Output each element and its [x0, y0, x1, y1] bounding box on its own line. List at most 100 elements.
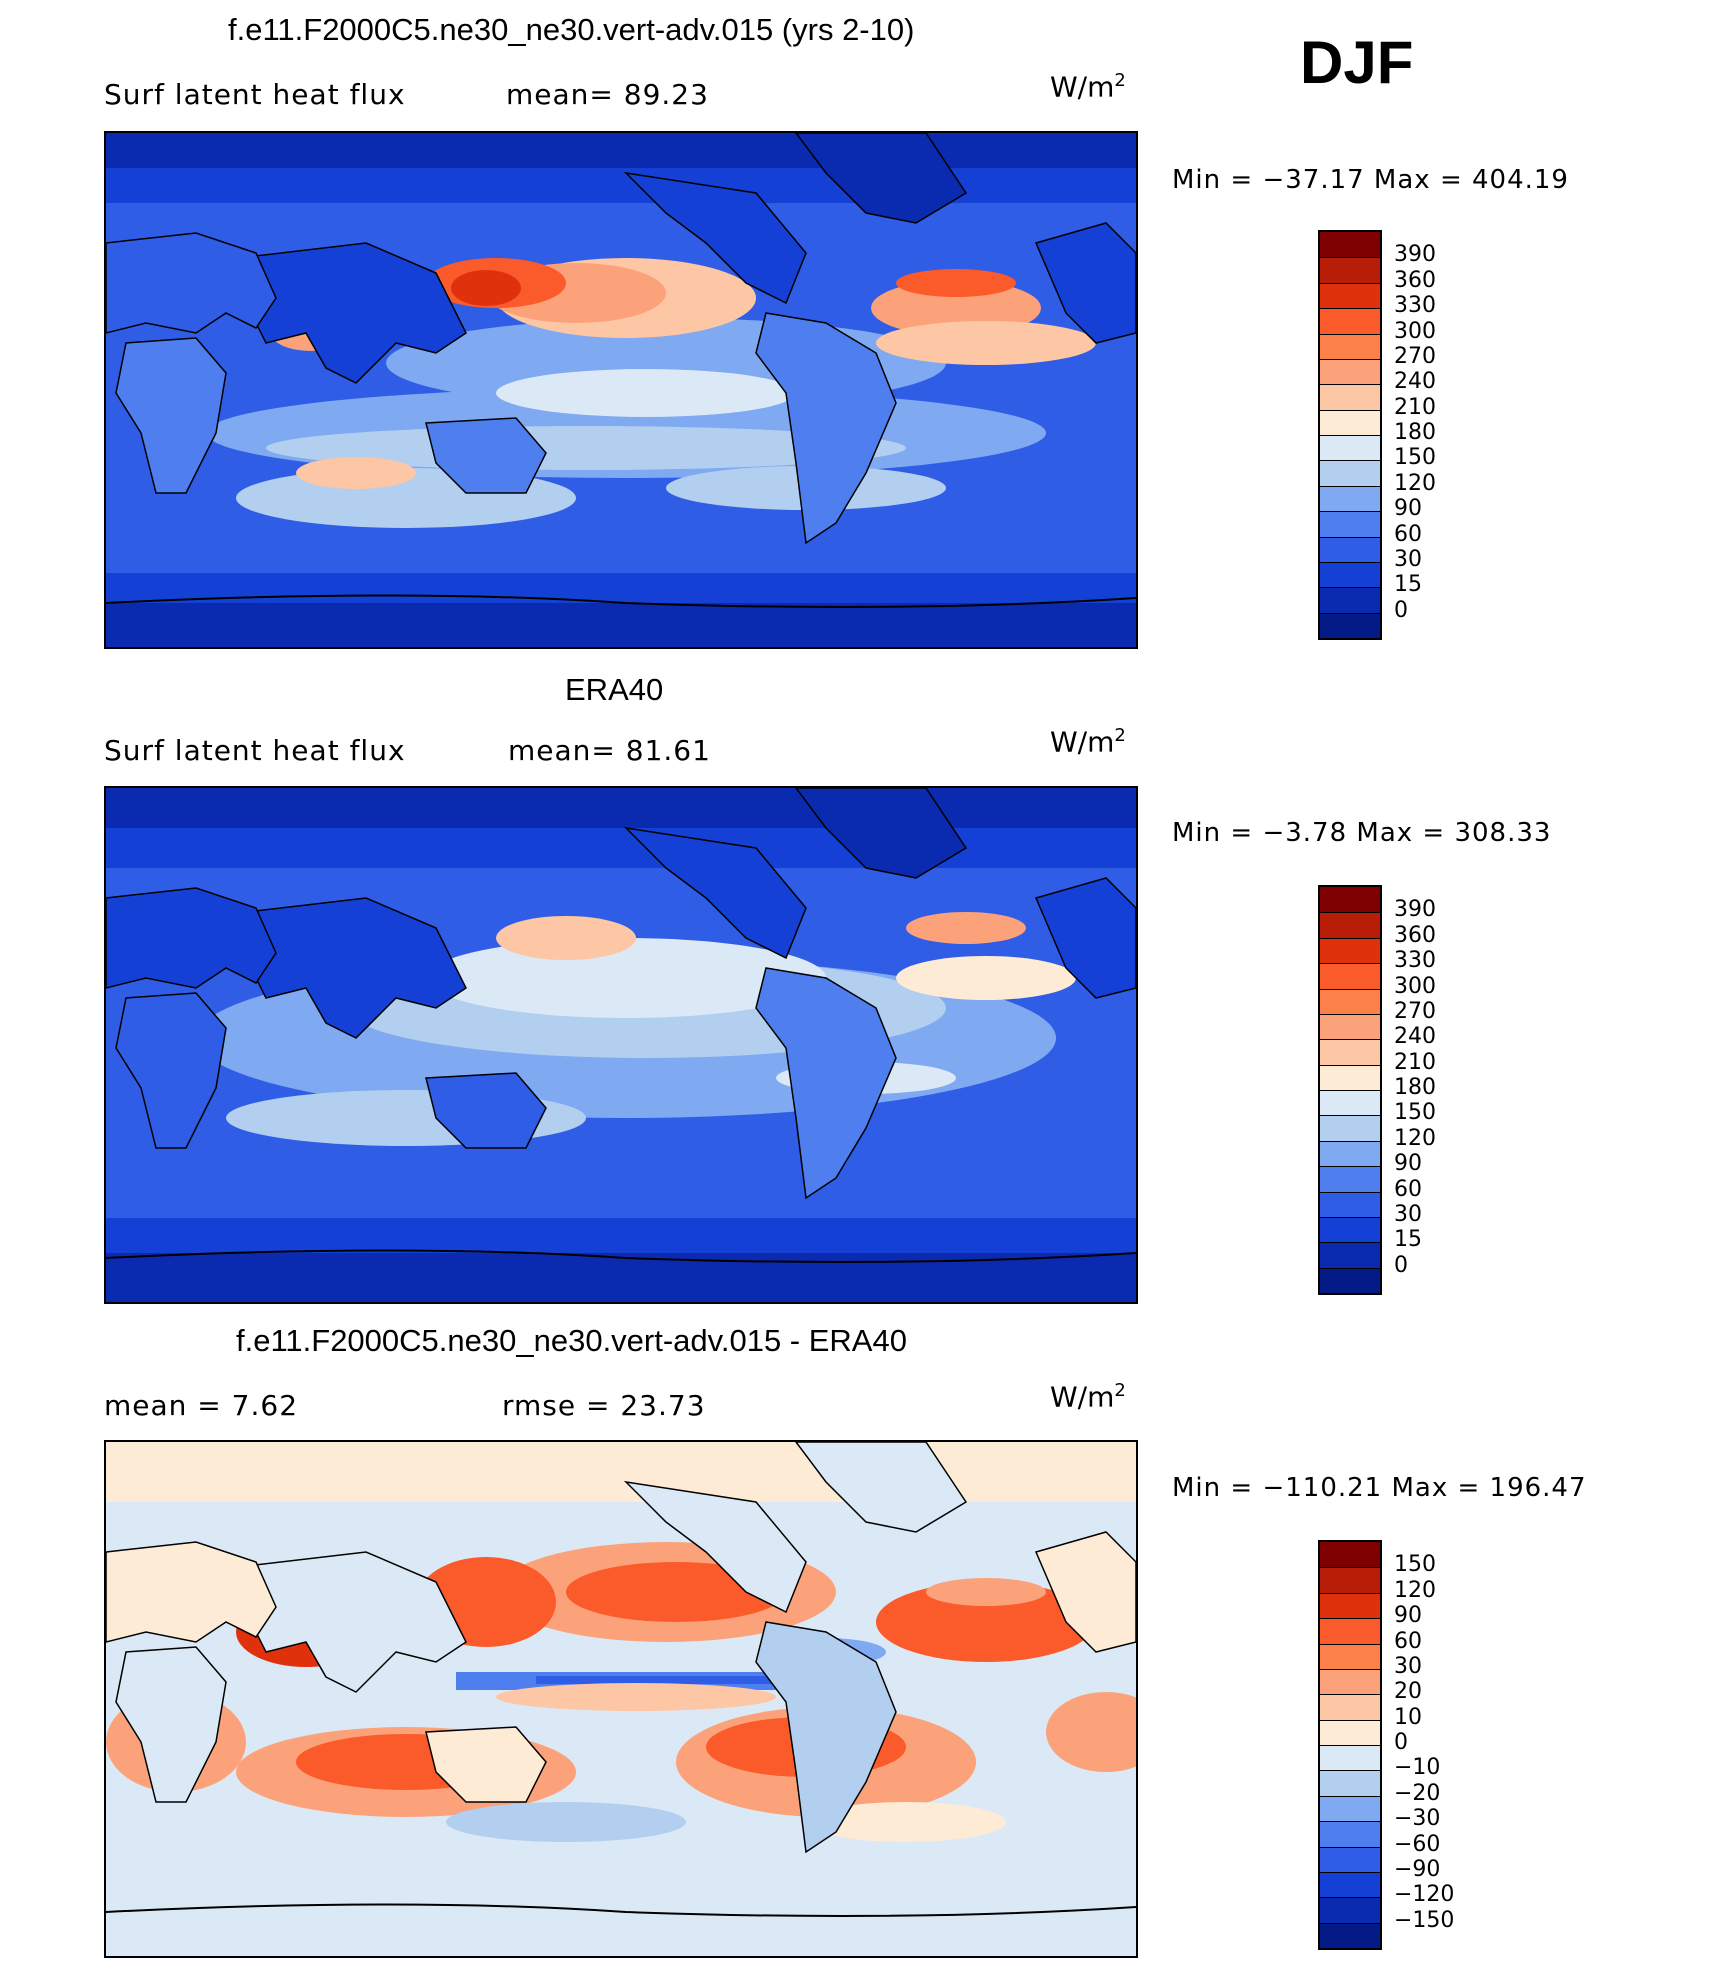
colorbar-box [1320, 1064, 1380, 1090]
colorbar-box [1320, 1013, 1380, 1040]
colorbar-label: 15 [1394, 572, 1422, 598]
panel-1-colorbar [1318, 230, 1382, 640]
colorbar-label: 90 [1394, 1603, 1422, 1629]
panel-3-map [104, 1440, 1138, 1958]
colorbar-label: 0 [1394, 1252, 1408, 1278]
colorbar-box [1320, 1922, 1380, 1948]
colorbar-label: 30 [1394, 546, 1422, 572]
panel-3-title: f.e11.F2000C5.ne30_ne30.vert-adv.015 - E… [236, 1323, 907, 1358]
colorbar-box [1320, 308, 1380, 334]
colorbar-box [1320, 1897, 1380, 1923]
colorbar-box [1320, 1039, 1380, 1065]
colorbar-box [1320, 1592, 1380, 1619]
colorbar-box [1320, 561, 1380, 588]
panel-1-units: W/m2 [1050, 70, 1126, 104]
colorbar-box [1320, 1115, 1380, 1141]
panel-3-mean-label: mean = 7.62 [104, 1389, 299, 1422]
colorbar-box [1320, 612, 1380, 638]
panel-3-colorbar [1318, 1540, 1382, 1950]
colorbar-box [1320, 1846, 1380, 1872]
colorbar-label: 240 [1394, 369, 1436, 395]
colorbar-box [1320, 1795, 1380, 1822]
difference-field-map [106, 1442, 1136, 1956]
colorbar-label: 390 [1394, 242, 1436, 268]
colorbar-box [1320, 1090, 1380, 1116]
colorbar-box [1320, 282, 1380, 309]
colorbar-label: 270 [1394, 343, 1436, 369]
colorbar-label: 120 [1394, 1125, 1436, 1151]
colorbar-label: −120 [1394, 1882, 1455, 1908]
colorbar-box [1320, 485, 1380, 512]
colorbar-box [1320, 1542, 1380, 1568]
colorbar-box [1320, 963, 1380, 989]
colorbar-box [1320, 1267, 1380, 1293]
model-field-map [106, 133, 1136, 647]
colorbar-box [1320, 511, 1380, 537]
colorbar-label: 60 [1394, 1628, 1422, 1654]
colorbar-label: 180 [1394, 1075, 1436, 1100]
colorbar-box [1320, 460, 1380, 486]
colorbar-box [1320, 409, 1380, 435]
colorbar-box [1320, 358, 1380, 385]
colorbar-box [1320, 435, 1380, 461]
panel-2-map [104, 786, 1138, 1304]
panel-1-title: f.e11.F2000C5.ne30_ne30.vert-adv.015 (yr… [228, 12, 915, 47]
colorbar-box [1320, 1618, 1380, 1644]
panel-2-title: ERA40 [565, 672, 664, 707]
colorbar-box [1320, 1140, 1380, 1167]
colorbar-label: 10 [1394, 1704, 1422, 1730]
colorbar-label: 120 [1394, 1577, 1436, 1603]
season-label: DJF [1300, 29, 1414, 96]
colorbar-label: 360 [1394, 267, 1436, 293]
colorbar-box [1320, 1821, 1380, 1847]
colorbar-label: 0 [1394, 597, 1408, 623]
colorbar-label: 210 [1394, 394, 1436, 420]
colorbar-label: 0 [1394, 1730, 1408, 1755]
colorbar-label: 300 [1394, 318, 1436, 344]
colorbar-box [1320, 232, 1380, 258]
colorbar-box [1320, 912, 1380, 938]
colorbar-box [1320, 1719, 1380, 1745]
colorbar-box [1320, 1191, 1380, 1217]
colorbar-label: 180 [1394, 420, 1436, 445]
panel-1-mean-label: mean= 89.23 [506, 78, 709, 111]
colorbar-label: 240 [1394, 1024, 1436, 1050]
colorbar-label: −150 [1394, 1907, 1455, 1933]
era40-field-map [106, 788, 1136, 1302]
colorbar-box [1320, 1770, 1380, 1796]
colorbar-box [1320, 1745, 1380, 1771]
panel-3-units: W/m2 [1050, 1380, 1126, 1414]
colorbar-box [1320, 536, 1380, 562]
colorbar-box [1320, 1871, 1380, 1898]
panel-3-minmax: Min = −110.21 Max = 196.47 [1172, 1473, 1587, 1503]
colorbar-box [1320, 384, 1380, 410]
panel-1-variable-label: Surf latent heat flux [104, 78, 406, 111]
colorbar-label: 150 [1394, 1552, 1436, 1578]
colorbar-box [1320, 1216, 1380, 1243]
colorbar-label: −60 [1394, 1831, 1441, 1857]
panel-2-colorbar [1318, 885, 1382, 1295]
colorbar-label: −20 [1394, 1780, 1441, 1806]
colorbar-label: 330 [1394, 293, 1436, 319]
colorbar-label: 210 [1394, 1049, 1436, 1075]
colorbar-label: 60 [1394, 521, 1422, 547]
panel-2-units: W/m2 [1050, 725, 1126, 759]
panel-2-variable-label: Surf latent heat flux [104, 734, 406, 767]
colorbar-box [1320, 1567, 1380, 1593]
colorbar-label: 120 [1394, 470, 1436, 496]
colorbar-box [1320, 937, 1380, 964]
colorbar-box [1320, 1643, 1380, 1669]
panel-2-mean-label: mean= 81.61 [508, 734, 711, 767]
colorbar-label: 300 [1394, 973, 1436, 999]
panel-1-map [104, 131, 1138, 649]
colorbar-label: −10 [1394, 1755, 1441, 1781]
colorbar-label: 90 [1394, 496, 1422, 522]
colorbar-label: 20 [1394, 1679, 1422, 1705]
colorbar-label: 15 [1394, 1227, 1422, 1253]
colorbar-label: −30 [1394, 1806, 1441, 1832]
panel-3-rmse-label: rmse = 23.73 [502, 1389, 706, 1422]
colorbar-label: 150 [1394, 1100, 1436, 1126]
colorbar-box [1320, 333, 1380, 359]
colorbar-label: 390 [1394, 897, 1436, 923]
colorbar-box [1320, 1166, 1380, 1192]
